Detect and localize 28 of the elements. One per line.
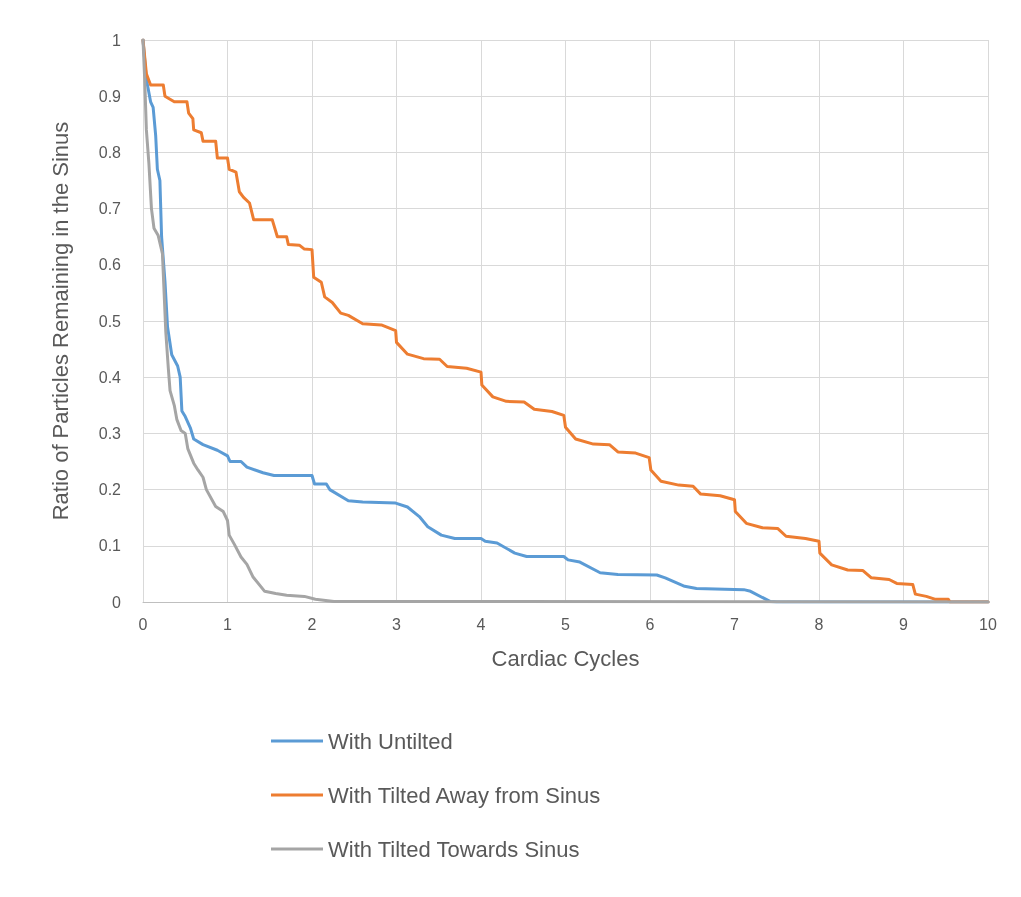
y-tick-label: 0.8 — [98, 143, 122, 161]
y-tick-label: 0 — [112, 593, 122, 611]
x-tick-label: 3 — [392, 615, 402, 633]
x-tick-label: 7 — [730, 615, 740, 633]
x-tick-label: 10 — [979, 615, 997, 633]
y-tick-label: 0.7 — [98, 200, 122, 218]
legend-label: With Tilted Towards Sinus — [328, 836, 580, 862]
x-tick-label: 1 — [223, 615, 233, 633]
legend-label: With Untilted — [328, 728, 453, 754]
y-tick-label: 0.5 — [98, 312, 122, 330]
x-axis-title: Cardiac Cycles — [491, 645, 640, 671]
y-tick-label: 0.6 — [98, 256, 122, 274]
x-tick-label: 2 — [307, 615, 317, 633]
x-tick-label: 8 — [814, 615, 824, 633]
y-axis-title: Ratio of Particles Remaining in the Sinus — [47, 121, 73, 521]
y-tick-label: 0.3 — [98, 424, 122, 442]
x-tick-label: 5 — [561, 615, 571, 633]
y-tick-label: 0.2 — [98, 481, 122, 499]
legend-label: With Tilted Away from Sinus — [328, 782, 601, 808]
y-tick-label: 0.1 — [98, 537, 122, 555]
y-tick-label: 0.9 — [98, 87, 122, 105]
x-tick-label: 9 — [899, 615, 909, 633]
x-tick-label: 4 — [476, 615, 486, 633]
line-series — [141, 38, 990, 604]
y-tick-label: 0.4 — [98, 368, 122, 386]
x-tick-label: 0 — [138, 615, 148, 633]
y-tick-label: 1 — [112, 31, 122, 49]
x-tick-label: 6 — [645, 615, 655, 633]
